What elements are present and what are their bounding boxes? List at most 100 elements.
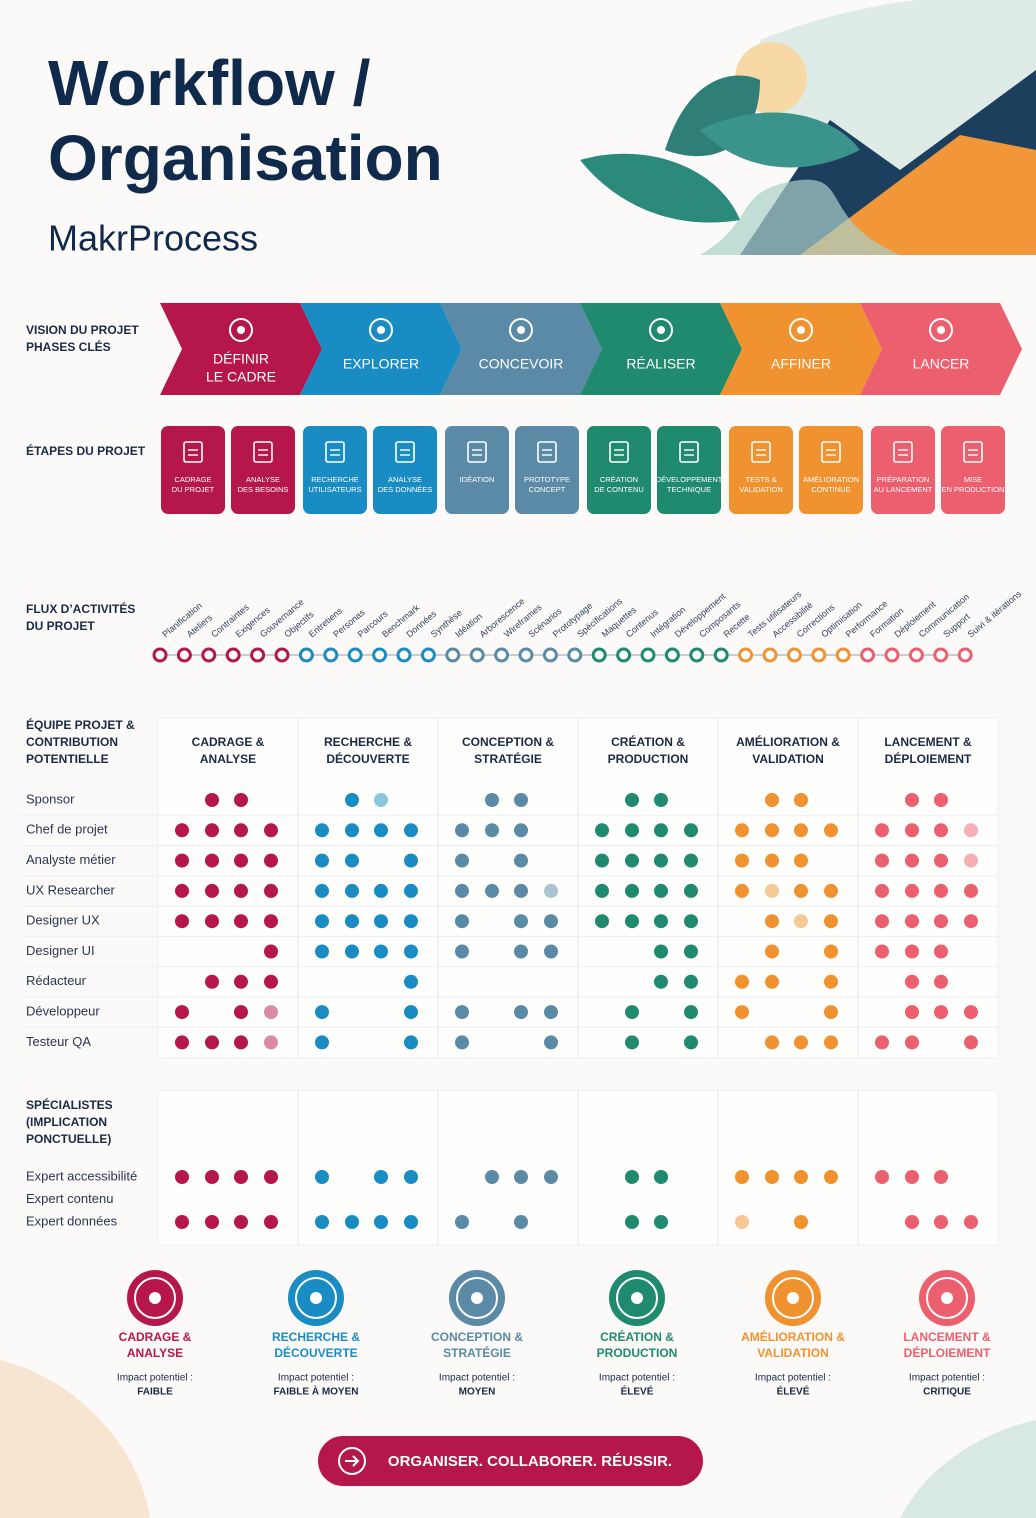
contribution-dot bbox=[595, 945, 609, 959]
contribution-dot bbox=[765, 883, 779, 898]
flow-node bbox=[786, 647, 802, 663]
flow-node bbox=[957, 647, 973, 663]
flow-node bbox=[542, 647, 558, 663]
flow-node bbox=[908, 647, 924, 663]
contribution-dot bbox=[684, 793, 698, 807]
contribution-dot bbox=[684, 1215, 698, 1229]
step-icon bbox=[609, 441, 629, 463]
contribution-dot bbox=[315, 1170, 329, 1184]
role-name: Sponsor bbox=[26, 791, 75, 806]
section-label: PHASES CLÉS bbox=[26, 339, 111, 354]
contribution-dot bbox=[264, 823, 278, 838]
impact-name: CONCEPTION & bbox=[431, 1330, 523, 1344]
contribution-dot bbox=[735, 945, 749, 959]
contribution-dot bbox=[205, 1215, 219, 1229]
impact-name: AMÉLIORATION & bbox=[741, 1329, 845, 1344]
contribution-dot bbox=[735, 1035, 749, 1049]
step-card bbox=[871, 426, 935, 514]
contribution-dot bbox=[544, 854, 558, 868]
contribution-dot bbox=[404, 883, 418, 898]
contribution-dot bbox=[455, 1035, 469, 1050]
role-name: Expert contenu bbox=[26, 1191, 113, 1206]
contribution-dot bbox=[234, 914, 248, 929]
contribution-dot bbox=[455, 1215, 469, 1229]
contribution-dot bbox=[625, 1005, 639, 1020]
contribution-dot bbox=[875, 883, 889, 898]
contribution-dot bbox=[175, 883, 189, 898]
contribution-dot bbox=[684, 853, 698, 868]
contribution-dot bbox=[595, 883, 609, 898]
contribution-dot bbox=[455, 823, 469, 838]
flow-node bbox=[664, 647, 680, 663]
contribution-dot bbox=[765, 853, 779, 868]
contribution-dot bbox=[654, 974, 668, 989]
step-icon bbox=[679, 441, 699, 463]
subtitle: MakrProcess bbox=[48, 218, 258, 259]
section-label: FLUX D’ACTIVITÉS bbox=[26, 601, 135, 616]
contribution-dot bbox=[264, 914, 278, 929]
contribution-dot bbox=[735, 914, 749, 928]
contribution-dot bbox=[374, 793, 388, 807]
contribution-dot bbox=[544, 883, 558, 898]
impact-badge-ring bbox=[471, 1292, 483, 1304]
contribution-dot bbox=[374, 944, 388, 959]
flow-node bbox=[860, 647, 876, 663]
contribution-dot bbox=[875, 853, 889, 868]
contribution-dot bbox=[934, 1005, 948, 1020]
contribution-dot bbox=[485, 1215, 499, 1229]
contribution-dot bbox=[765, 793, 779, 807]
contribution-dot bbox=[315, 1035, 329, 1050]
step-name: AMÉLIORATION bbox=[803, 475, 859, 484]
contribution-dot bbox=[455, 883, 469, 898]
contribution-dot bbox=[175, 1170, 189, 1184]
contribution-dot bbox=[485, 1193, 499, 1207]
contribution-dot bbox=[964, 914, 978, 929]
contribution-dot bbox=[234, 1035, 248, 1050]
contribution-dot bbox=[654, 1215, 668, 1229]
contribution-dot bbox=[824, 1193, 838, 1207]
contribution-dot bbox=[794, 823, 808, 838]
contribution-dot bbox=[175, 914, 189, 929]
impact-badge-ring bbox=[310, 1292, 322, 1304]
impact-name: DÉPLOIEMENT bbox=[904, 1345, 991, 1360]
step-icon bbox=[537, 441, 557, 463]
cta-button[interactable] bbox=[318, 1436, 703, 1486]
contribution-dot bbox=[264, 1035, 278, 1050]
contribution-dot bbox=[905, 1193, 919, 1207]
impact-name: DÉCOUVERTE bbox=[274, 1345, 357, 1360]
contribution-dot bbox=[345, 793, 359, 807]
impact-level: MOYEN bbox=[459, 1387, 496, 1398]
flow-node bbox=[176, 647, 192, 663]
contribution-dot bbox=[654, 914, 668, 929]
contribution-dot bbox=[794, 793, 808, 807]
flow-node bbox=[835, 647, 851, 663]
contribution-dot bbox=[765, 1170, 779, 1184]
contribution-dot bbox=[934, 914, 948, 929]
flow-node bbox=[567, 647, 583, 663]
impact-caption: Impact potentiel : bbox=[439, 1373, 515, 1384]
step-name: EN PRODUCTION bbox=[942, 485, 1005, 494]
step-icon bbox=[821, 441, 841, 463]
step-card bbox=[587, 426, 651, 514]
column-header: CADRAGE & bbox=[192, 735, 265, 749]
step-icon bbox=[395, 441, 415, 463]
phase-name: EXPLORER bbox=[343, 356, 419, 372]
contribution-dot bbox=[485, 975, 499, 989]
contribution-dot bbox=[544, 1170, 558, 1184]
step-name: DÉVELOPPEMENT bbox=[656, 475, 723, 484]
section-label: DU PROJET bbox=[26, 619, 95, 633]
phase-icon bbox=[937, 326, 945, 334]
phase-chevron bbox=[860, 303, 1022, 395]
contribution-dot bbox=[374, 883, 388, 898]
cta-icon bbox=[338, 1447, 366, 1475]
contribution-dot bbox=[625, 975, 639, 989]
contribution-dot bbox=[234, 1005, 248, 1020]
contribution-dot bbox=[264, 883, 278, 898]
step-name: PROTOTYPE bbox=[524, 475, 570, 484]
contribution-dot bbox=[374, 1005, 388, 1019]
contribution-dot bbox=[175, 793, 189, 807]
contribution-dot bbox=[934, 823, 948, 838]
contribution-dot bbox=[875, 944, 889, 959]
